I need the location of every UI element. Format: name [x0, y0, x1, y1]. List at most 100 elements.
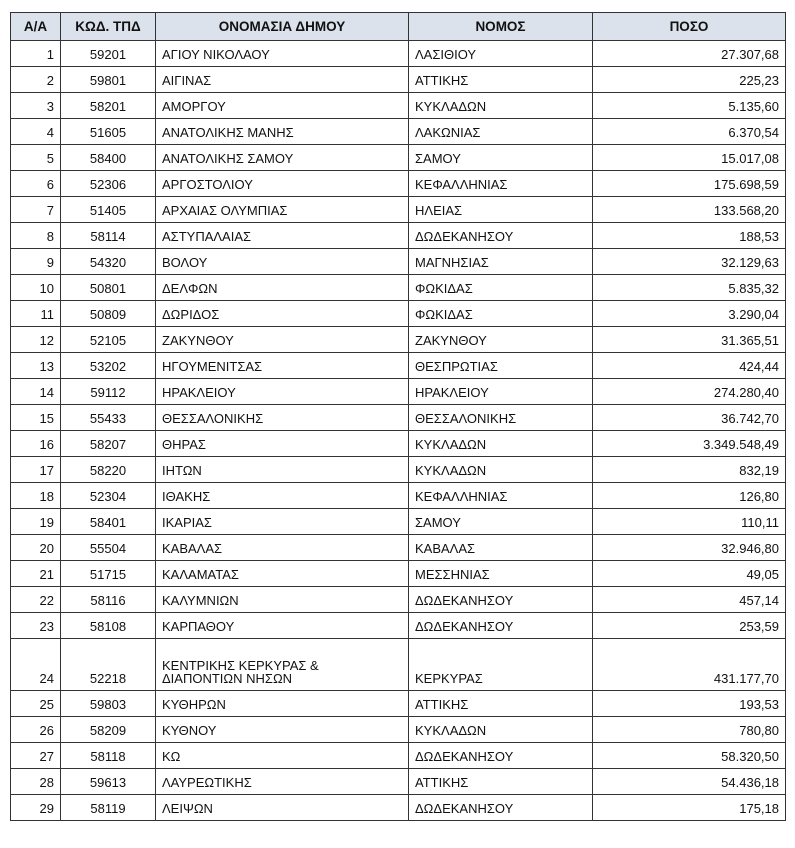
municipality-name-cell: ΛΕΙΨΩΝ — [155, 794, 409, 821]
municipality-name-cell: ΔΩΡΙΔΟΣ — [155, 300, 409, 327]
amount-cell: 175.698,59 — [592, 170, 786, 197]
amount-cell: 58.320,50 — [592, 742, 786, 769]
table-row: 6 52306 ΑΡΓΟΣΤΟΛΙΟΥ ΚΕΦΑΛΛΗΝΙΑΣ 175.698,59 — [10, 170, 786, 197]
code-cell: 51405 — [60, 196, 156, 223]
table-row: 4 51605 ΑΝΑΤΟΛΙΚΗΣ ΜΑΝΗΣ ΛΑΚΩΝΙΑΣ 6.370,54 — [10, 118, 786, 145]
prefecture-cell: ΑΤΤΙΚΗΣ — [408, 690, 593, 717]
code-cell: 58220 — [60, 456, 156, 483]
municipality-name-cell: ΚΑΛΥΜΝΙΩΝ — [155, 586, 409, 613]
row-number-cell: 28 — [10, 768, 61, 795]
amount-cell: 126,80 — [592, 482, 786, 509]
amount-cell: 110,11 — [592, 508, 786, 535]
row-number-cell: 12 — [10, 326, 61, 353]
municipality-name-cell: ΚΑΛΑΜΑΤΑΣ — [155, 560, 409, 587]
municipality-name-cell: ΙΚΑΡΙΑΣ — [155, 508, 409, 535]
code-cell: 50801 — [60, 274, 156, 301]
table-row: 10 50801 ΔΕΛΦΩΝ ΦΩΚΙΔΑΣ 5.835,32 — [10, 274, 786, 301]
table-row: 24 52218 ΚΕΝΤΡΙΚΗΣ ΚΕΡΚΥΡΑΣ & ΔΙΑΠΟΝΤΙΩΝ Ν… — [10, 638, 786, 691]
table-row: 21 51715 ΚΑΛΑΜΑΤΑΣ ΜΕΣΣΗΝΙΑΣ 49,05 — [10, 560, 786, 587]
table-row: 8 58114 ΑΣΤΥΠΑΛΑΙΑΣ ΔΩΔΕΚΑΝΗΣΟΥ 188,53 — [10, 222, 786, 249]
amount-cell: 274.280,40 — [592, 378, 786, 405]
table-row: 26 58209 ΚΥΘΝΟΥ ΚΥΚΛΑΔΩΝ 780,80 — [10, 716, 786, 743]
amount-cell: 253,59 — [592, 612, 786, 639]
table-row: 18 52304 ΙΘΑΚΗΣ ΚΕΦΑΛΛΗΝΙΑΣ 126,80 — [10, 482, 786, 509]
prefecture-cell: ΛΑΣΙΘΙΟΥ — [408, 40, 593, 67]
municipality-name-cell: ΚΥΘΝΟΥ — [155, 716, 409, 743]
municipality-amounts-table: Α/Α ΚΩΔ. ΤΠΔ ΟΝΟΜΑΣΙΑ ΔΗΜΟΥ ΝΟΜΟΣ ΠΟΣΟ 1… — [10, 12, 786, 821]
table-row: 15 55433 ΘΕΣΣΑΛΟΝΙΚΗΣ ΘΕΣΣΑΛΟΝΙΚΗΣ 36.742,70 — [10, 404, 786, 431]
code-cell: 59201 — [60, 40, 156, 67]
row-number-cell: 22 — [10, 586, 61, 613]
header-municipality: ΟΝΟΜΑΣΙΑ ΔΗΜΟΥ — [155, 12, 409, 41]
row-number-cell: 20 — [10, 534, 61, 561]
amount-cell: 175,18 — [592, 794, 786, 821]
code-cell: 59801 — [60, 66, 156, 93]
row-number-cell: 2 — [10, 66, 61, 93]
code-cell: 52304 — [60, 482, 156, 509]
table-row: 5 58400 ΑΝΑΤΟΛΙΚΗΣ ΣΑΜΟΥ ΣΑΜΟΥ 15.017,08 — [10, 144, 786, 171]
amount-cell: 457,14 — [592, 586, 786, 613]
municipality-name-cell: ΚΩ — [155, 742, 409, 769]
code-cell: 51605 — [60, 118, 156, 145]
municipality-name-cell: ΔΕΛΦΩΝ — [155, 274, 409, 301]
municipality-name-cell: ΛΑΥΡΕΩΤΙΚΗΣ — [155, 768, 409, 795]
table-row: 27 58118 ΚΩ ΔΩΔΕΚΑΝΗΣΟΥ 58.320,50 — [10, 742, 786, 769]
code-cell: 50809 — [60, 300, 156, 327]
code-cell: 54320 — [60, 248, 156, 275]
prefecture-cell: ΜΑΓΝΗΣΙΑΣ — [408, 248, 593, 275]
row-number-cell: 5 — [10, 144, 61, 171]
code-cell: 52218 — [60, 638, 156, 691]
prefecture-cell: ΚΥΚΛΑΔΩΝ — [408, 716, 593, 743]
amount-cell: 54.436,18 — [592, 768, 786, 795]
prefecture-cell: ΚΥΚΛΑΔΩΝ — [408, 92, 593, 119]
municipality-name-cell: ΙΗΤΩΝ — [155, 456, 409, 483]
code-cell: 58401 — [60, 508, 156, 535]
table-row: 17 58220 ΙΗΤΩΝ ΚΥΚΛΑΔΩΝ 832,19 — [10, 456, 786, 483]
prefecture-cell: ΑΤΤΙΚΗΣ — [408, 768, 593, 795]
prefecture-cell: ΚΥΚΛΑΔΩΝ — [408, 430, 593, 457]
row-number-cell: 1 — [10, 40, 61, 67]
prefecture-cell: ΛΑΚΩΝΙΑΣ — [408, 118, 593, 145]
municipality-name-cell: ΑΓΙΟΥ ΝΙΚΟΛΑΟΥ — [155, 40, 409, 67]
code-cell: 58116 — [60, 586, 156, 613]
row-number-cell: 14 — [10, 378, 61, 405]
code-cell: 55504 — [60, 534, 156, 561]
amount-cell: 5.135,60 — [592, 92, 786, 119]
table-row: 19 58401 ΙΚΑΡΙΑΣ ΣΑΜΟΥ 110,11 — [10, 508, 786, 535]
code-cell: 58207 — [60, 430, 156, 457]
prefecture-cell: ΣΑΜΟΥ — [408, 508, 593, 535]
amount-cell: 31.365,51 — [592, 326, 786, 353]
row-number-cell: 11 — [10, 300, 61, 327]
code-cell: 58118 — [60, 742, 156, 769]
prefecture-cell: ΚΕΦΑΛΛΗΝΙΑΣ — [408, 170, 593, 197]
prefecture-cell: ΔΩΔΕΚΑΝΗΣΟΥ — [408, 742, 593, 769]
code-cell: 59803 — [60, 690, 156, 717]
row-number-cell: 3 — [10, 92, 61, 119]
prefecture-cell: ΔΩΔΕΚΑΝΗΣΟΥ — [408, 586, 593, 613]
table-row: 7 51405 ΑΡΧΑΙΑΣ ΟΛΥΜΠΙΑΣ ΗΛΕΙΑΣ 133.568,20 — [10, 196, 786, 223]
row-number-cell: 15 — [10, 404, 61, 431]
table-row: 11 50809 ΔΩΡΙΔΟΣ ΦΩΚΙΔΑΣ 3.290,04 — [10, 300, 786, 327]
code-cell: 59112 — [60, 378, 156, 405]
row-number-cell: 23 — [10, 612, 61, 639]
table-row: 29 58119 ΛΕΙΨΩΝ ΔΩΔΕΚΑΝΗΣΟΥ 175,18 — [10, 794, 786, 821]
row-number-cell: 8 — [10, 222, 61, 249]
municipality-name-cell: ΑΙΓΙΝΑΣ — [155, 66, 409, 93]
amount-cell: 6.370,54 — [592, 118, 786, 145]
municipality-name-cell: ΚΥΘΗΡΩΝ — [155, 690, 409, 717]
row-number-cell: 7 — [10, 196, 61, 223]
table-row: 25 59803 ΚΥΘΗΡΩΝ ΑΤΤΙΚΗΣ 193,53 — [10, 690, 786, 717]
municipality-name-cell: ΑΣΤΥΠΑΛΑΙΑΣ — [155, 222, 409, 249]
prefecture-cell: ΑΤΤΙΚΗΣ — [408, 66, 593, 93]
municipality-name-cell: ΑΝΑΤΟΛΙΚΗΣ ΜΑΝΗΣ — [155, 118, 409, 145]
municipality-name-cell: ΘΗΡΑΣ — [155, 430, 409, 457]
row-number-cell: 10 — [10, 274, 61, 301]
prefecture-cell: ΔΩΔΕΚΑΝΗΣΟΥ — [408, 222, 593, 249]
municipality-name-cell: ΑΝΑΤΟΛΙΚΗΣ ΣΑΜΟΥ — [155, 144, 409, 171]
row-number-cell: 19 — [10, 508, 61, 535]
prefecture-cell: ΣΑΜΟΥ — [408, 144, 593, 171]
code-cell: 51715 — [60, 560, 156, 587]
municipality-name-cell: ΙΘΑΚΗΣ — [155, 482, 409, 509]
municipality-name-cell: ΘΕΣΣΑΛΟΝΙΚΗΣ — [155, 404, 409, 431]
prefecture-cell: ΘΕΣΠΡΩΤΙΑΣ — [408, 352, 593, 379]
